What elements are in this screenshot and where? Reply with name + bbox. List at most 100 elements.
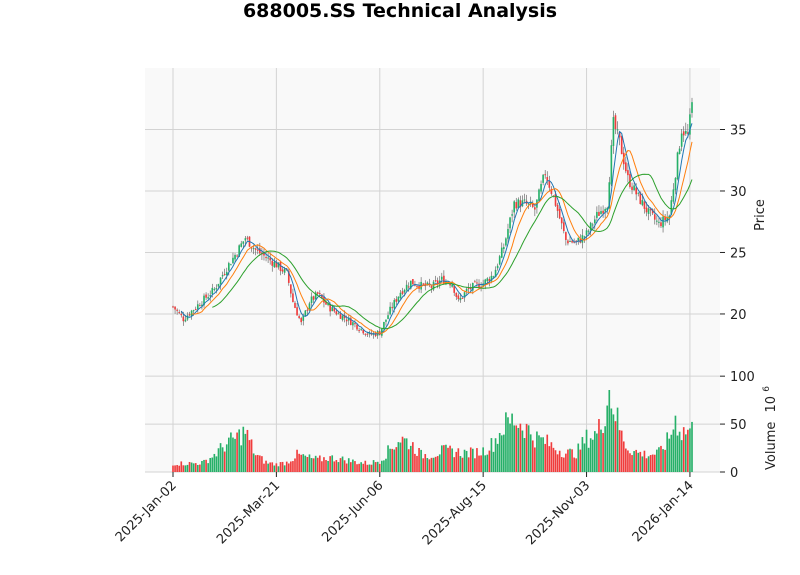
candle-body [391, 307, 394, 309]
candle-body [265, 257, 267, 259]
candle-body [461, 297, 464, 299]
volume-bar [238, 429, 240, 472]
candle-body [383, 321, 385, 330]
volume-bar [645, 458, 648, 472]
volume-bar [246, 429, 249, 472]
volume-bar [622, 441, 625, 472]
candle-body [678, 148, 681, 155]
candle-body [339, 313, 342, 319]
candle-body [337, 313, 340, 315]
candle-body [509, 217, 511, 229]
candle-body [529, 202, 532, 204]
candle-body [474, 281, 476, 283]
volume-bar [401, 436, 404, 472]
candle-body [664, 216, 666, 221]
candle-body [354, 323, 356, 325]
candle-body [279, 261, 282, 271]
candle-body [267, 257, 269, 259]
candle-body [471, 282, 474, 291]
candle-body [271, 260, 274, 266]
volume-bar [273, 465, 276, 472]
volume-bar [639, 451, 642, 472]
volume-bar [302, 454, 305, 472]
volume-bar [565, 453, 567, 472]
volume-bar [529, 434, 532, 472]
volume-bar [234, 438, 236, 472]
candle-body [515, 202, 518, 209]
volume-bar [581, 437, 584, 472]
candle-body [184, 319, 187, 322]
volume-bar [393, 449, 396, 472]
candle-body [618, 131, 621, 138]
candle-body [455, 292, 458, 297]
candle-body [432, 281, 435, 290]
volume-bar [517, 427, 520, 472]
volume-exponent-power: 6 [762, 386, 772, 392]
volume-bar [519, 423, 522, 472]
volume-bar [558, 450, 561, 472]
candle-body [596, 211, 598, 218]
candle-body [430, 286, 433, 288]
candle-body [606, 207, 609, 211]
candle-body [476, 282, 478, 284]
candle-body [283, 268, 286, 273]
volume-bar [279, 462, 282, 472]
volume-bar [674, 415, 677, 472]
candle-body [176, 309, 178, 311]
candle-body [205, 294, 207, 298]
volume-bar [215, 456, 218, 472]
volume-bar [542, 437, 544, 472]
candle-body [653, 214, 656, 220]
candle-body [275, 261, 278, 268]
candle-body [310, 296, 313, 304]
volume-bar [188, 461, 191, 472]
volume-bar [283, 465, 286, 472]
candle-body [217, 283, 220, 287]
candle-body [273, 261, 276, 268]
volume-bar [300, 454, 303, 472]
candle-body [608, 182, 611, 209]
volume-bar [676, 435, 679, 472]
candle-body [269, 257, 272, 261]
candle-body [416, 285, 418, 287]
volume-bar [265, 460, 267, 472]
candle-body [616, 129, 619, 131]
candle-body [335, 311, 338, 315]
candle-body [687, 132, 689, 134]
candle-body [639, 192, 642, 205]
candle-body [585, 230, 588, 236]
volume-bar [318, 455, 321, 472]
volume-bar [608, 390, 611, 472]
volume-bar [250, 439, 253, 472]
candle-body [542, 174, 544, 183]
volume-bar [368, 464, 371, 472]
volume-bar [306, 457, 309, 472]
candle-body [565, 232, 567, 240]
volume-bar [447, 447, 449, 472]
volume-bar [418, 447, 420, 472]
volume-bar [490, 438, 493, 472]
candle-body [581, 235, 584, 243]
volume-bar [263, 463, 265, 472]
candle-body [620, 136, 623, 155]
volume-bar [424, 454, 427, 472]
candle-body [666, 217, 669, 222]
candle-body [490, 275, 493, 282]
volume-bar [296, 449, 298, 472]
volume-bar [325, 460, 327, 472]
volume-bar [651, 454, 654, 472]
volume-bar [281, 461, 284, 472]
volume-bar [240, 445, 243, 472]
volume-bar [292, 461, 294, 472]
volume-bar [244, 433, 247, 472]
volume-bar [666, 432, 669, 472]
price-tick-label: 35 [730, 123, 747, 138]
volume-bar [434, 456, 437, 472]
candle-body [531, 203, 534, 207]
volume-bar [199, 464, 201, 472]
date-tick-label: 2025-Aug-15 [420, 478, 490, 548]
volume-bar [314, 455, 317, 472]
volume-bar [310, 458, 313, 472]
volume-bar [256, 454, 259, 472]
volume-bar [391, 448, 394, 472]
